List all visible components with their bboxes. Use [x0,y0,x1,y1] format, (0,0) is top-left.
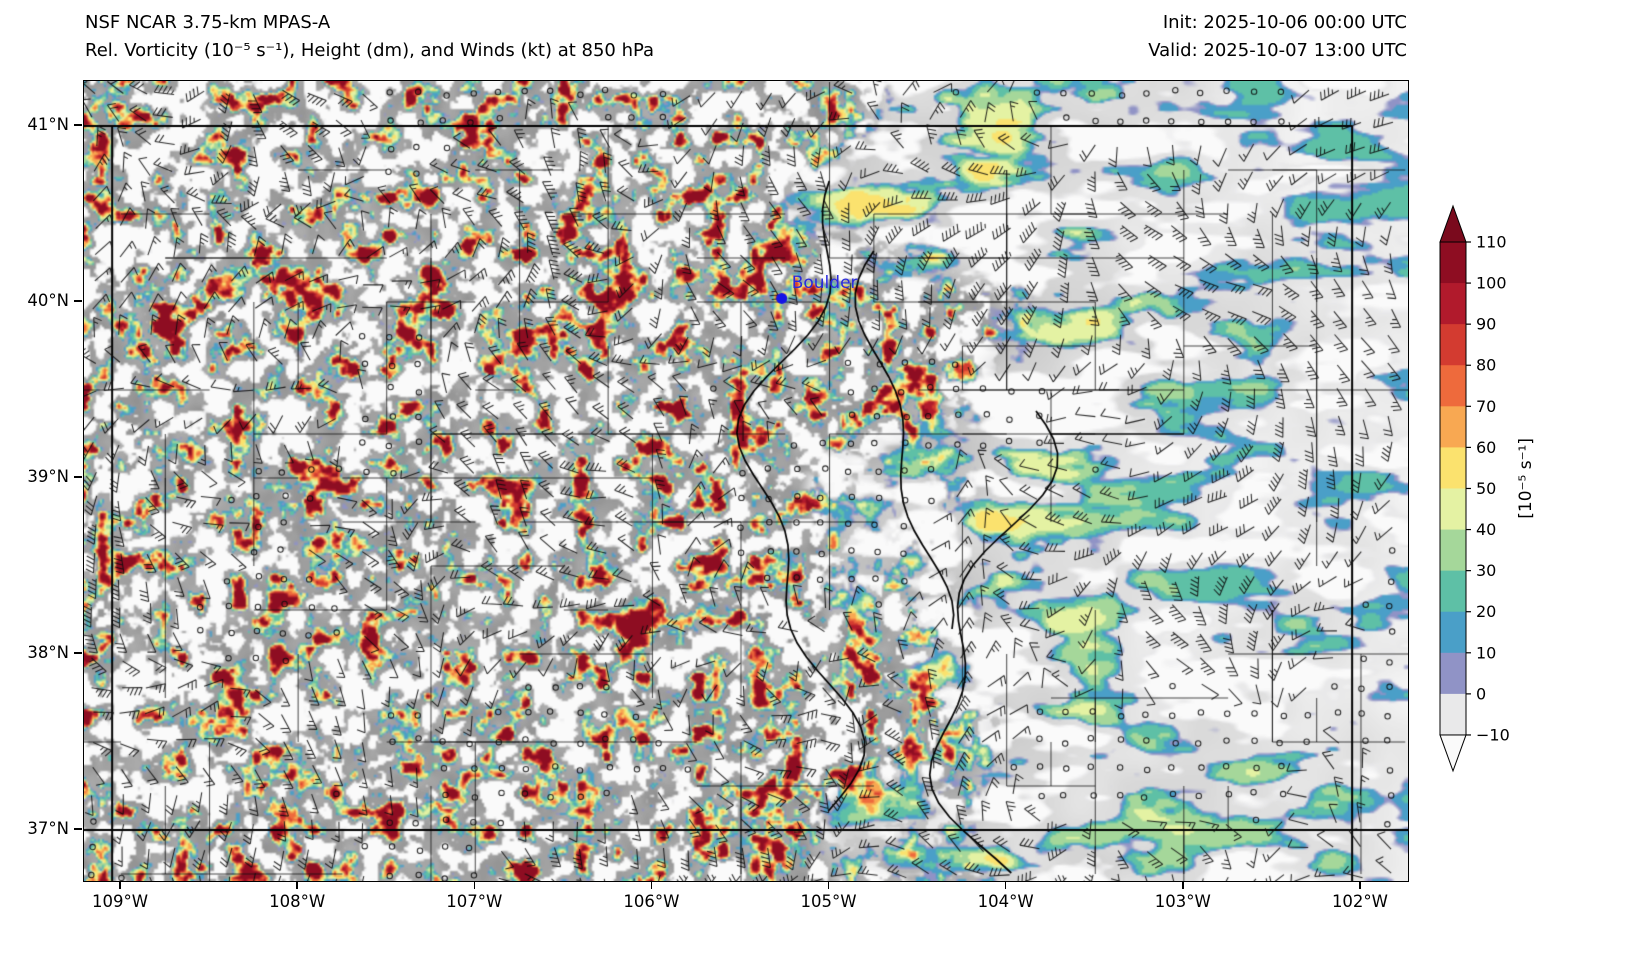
y-tick-label: 38°N [27,643,69,662]
x-tick-mark [1182,881,1184,889]
colorbar-tick-label: 10 [1476,643,1496,662]
colorbar-bin [1440,406,1466,448]
boulder-annotation-label: Boulder [791,273,858,294]
x-tick-mark [1359,881,1361,889]
colorbar-over-arrow [1439,204,1467,243]
init-time-label: Init: 2025-10-06 00:00 UTC [1162,12,1407,33]
map-canvas [84,81,1408,881]
x-tick-label: 106°W [623,892,680,911]
colorbar-bin [1440,611,1466,654]
valid-time-label: Valid: 2025-10-07 13:00 UTC [1148,40,1407,61]
colorbar-bin [1440,324,1466,366]
colorbar-tick-label: −10 [1476,725,1510,744]
y-tick-label: 39°N [27,467,69,486]
colorbar-tick-label: 30 [1476,561,1496,580]
colorbar-tick-label: 0 [1476,684,1486,703]
y-tick-mark [74,652,82,654]
colorbar-tick-label: 70 [1476,397,1496,416]
colorbar-tick-label: 80 [1476,356,1496,375]
figure-title-line-1: NSF NCAR 3.75-km MPAS-A [85,12,331,33]
y-tick-mark [74,476,82,478]
colorbar-tick-label: 20 [1476,602,1496,621]
x-tick-label: 105°W [800,892,857,911]
colorbar-bin [1440,529,1466,572]
x-tick-mark [473,881,476,889]
y-tick-label: 37°N [27,819,69,838]
figure-title-line-2: Rel. Vorticity (10⁻⁵ s⁻¹), Height (dm), … [85,40,655,61]
colorbar-under-arrow [1439,734,1467,773]
x-tick-mark [650,881,653,889]
colorbar-bin [1440,242,1466,284]
y-tick-label: 41°N [27,115,69,134]
colorbar-tick-label: 60 [1476,438,1496,457]
y-tick-mark [74,828,82,830]
colorbar-tick-label: 50 [1476,479,1496,498]
x-tick-label: 109°W [91,892,149,911]
colorbar-tick-label: 100 [1476,274,1507,293]
colorbar-bin [1440,570,1466,613]
colorbar-bin [1440,447,1466,489]
x-tick-label: 104°W [977,892,1034,911]
y-tick-label: 40°N [27,291,69,310]
y-tick-mark [74,124,82,126]
x-tick-label: 102°W [1331,892,1388,911]
x-tick-mark [296,881,298,889]
x-tick-label: 108°W [269,892,326,911]
colorbar-bin [1440,365,1466,407]
colorbar-tick-label: 110 [1476,233,1507,252]
colorbar-tick-label: 40 [1476,520,1496,539]
colorbar-bin [1440,488,1466,530]
x-tick-mark [827,881,830,889]
y-tick-mark [74,300,82,302]
colorbar-bin [1440,693,1466,736]
x-tick-label: 107°W [446,892,503,911]
colorbar-tick-label: 90 [1476,315,1496,334]
x-tick-mark [1004,881,1007,889]
colorbar-bin [1440,652,1466,695]
x-tick-label: 103°W [1154,892,1211,911]
x-tick-mark [119,881,121,889]
map-plot-area [83,80,1409,882]
colorbar-bin [1440,283,1466,325]
colorbar-unit-label: [10⁻⁵ s⁻¹] [1516,438,1536,519]
